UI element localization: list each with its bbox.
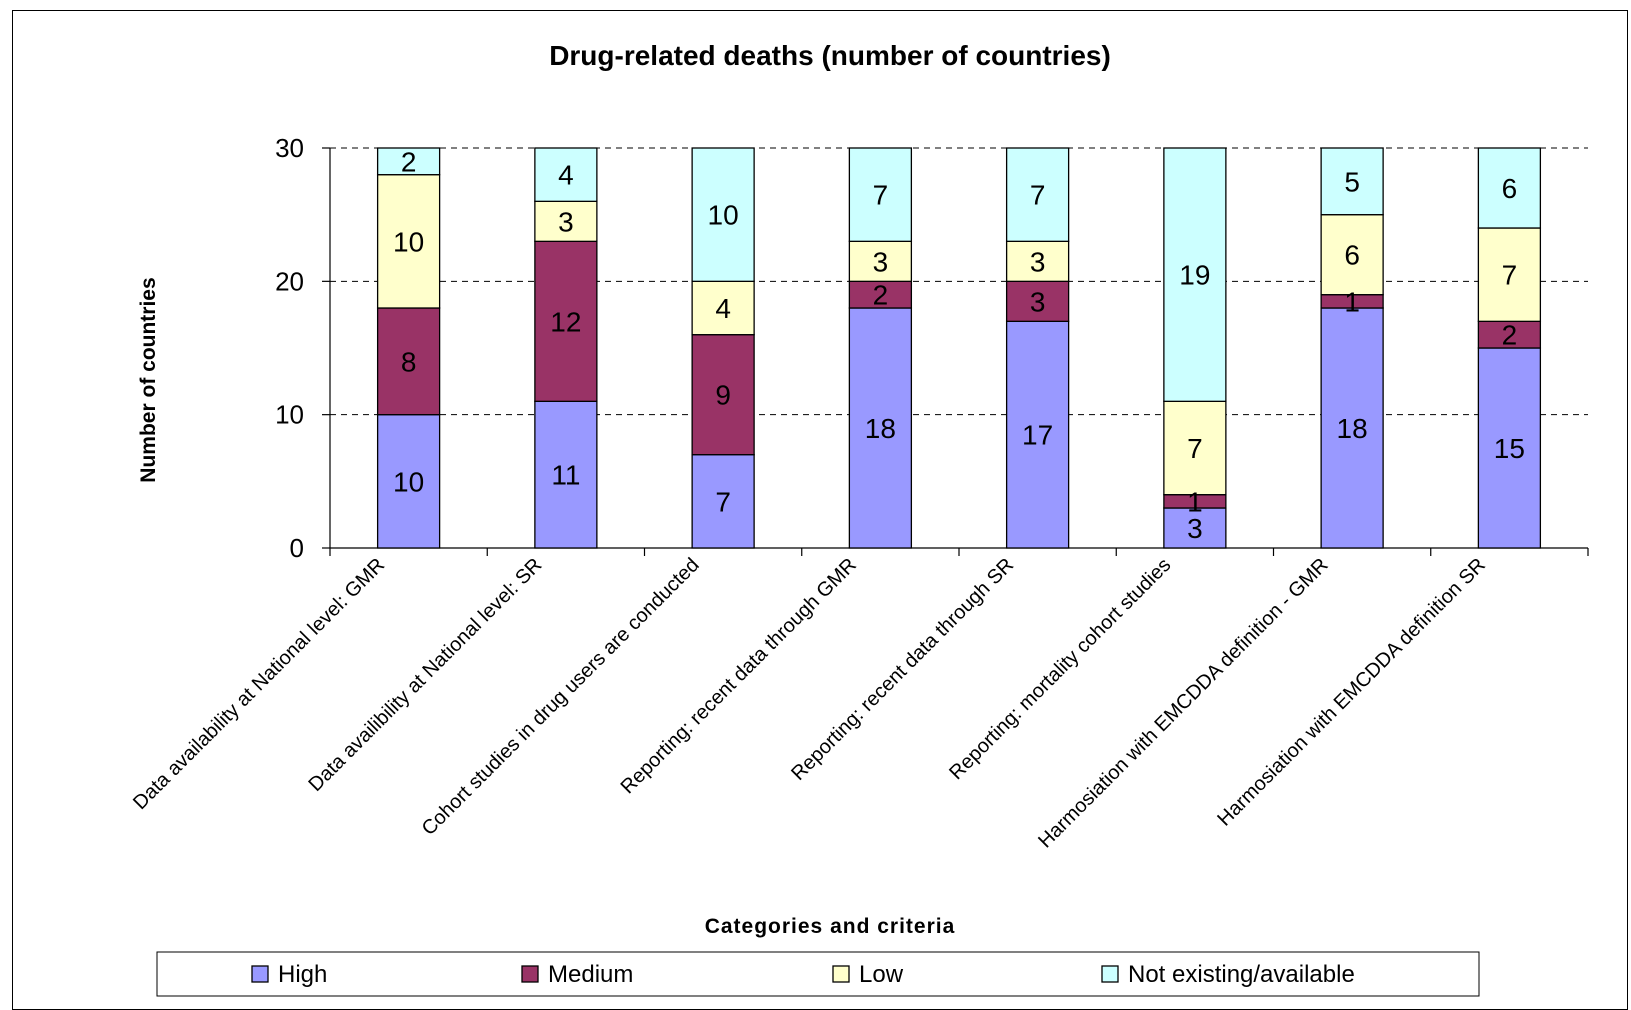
legend-swatch bbox=[251, 965, 269, 983]
legend-label: Medium bbox=[548, 961, 633, 988]
data-label: 10 bbox=[393, 226, 424, 257]
bar-segment-high bbox=[534, 400, 598, 549]
legend: High Medium Low Not existing/available bbox=[156, 951, 1480, 997]
bar-segment-low bbox=[1005, 240, 1070, 282]
bar-segment-medium bbox=[1005, 280, 1070, 322]
bar-segment-medium bbox=[376, 307, 441, 416]
bar-segment-not-existing-available bbox=[1320, 147, 1384, 216]
bar-segment-high bbox=[691, 454, 755, 549]
bar-segment-high bbox=[376, 414, 441, 549]
data-label: 19 bbox=[1179, 260, 1210, 291]
data-label: 1 bbox=[1187, 486, 1203, 517]
x-tick-label: Data availability at National level: GMR bbox=[129, 554, 389, 814]
bar-segment-low bbox=[1163, 400, 1227, 496]
y-axis-label: Number of countries bbox=[137, 277, 160, 482]
legend-swatch bbox=[1101, 965, 1119, 983]
data-label: 18 bbox=[865, 413, 896, 444]
data-label: 2 bbox=[873, 280, 889, 311]
y-tick-label: 10 bbox=[275, 400, 304, 430]
chart-title: Drug-related deaths (number of countries… bbox=[549, 40, 1111, 71]
data-label: 4 bbox=[558, 160, 574, 191]
gridlines bbox=[330, 147, 1588, 416]
y-tick-labels: 0 10 20 30 bbox=[275, 133, 304, 563]
bar-segment-not-existing-available bbox=[1163, 147, 1227, 402]
legend-label: Low bbox=[859, 961, 904, 988]
x-axis-label: Categories and criteria bbox=[705, 915, 956, 938]
data-label: 8 bbox=[401, 346, 417, 377]
bar-segment-not-existing-available bbox=[848, 147, 913, 242]
bar-segment-high bbox=[1320, 307, 1384, 549]
legend-swatch bbox=[521, 965, 539, 983]
bar-segment-medium bbox=[691, 334, 755, 456]
data-label: 10 bbox=[393, 466, 424, 497]
bar-segment-medium bbox=[848, 280, 913, 309]
bar-segment-high bbox=[1005, 320, 1070, 549]
axes bbox=[322, 147, 1589, 556]
bar-segment-not-existing-available bbox=[1477, 147, 1542, 229]
bar-segment-not-existing-available bbox=[376, 147, 441, 176]
y-tick-label: 0 bbox=[290, 533, 304, 563]
data-labels: 1081021112347941018237173373171918165152… bbox=[393, 146, 1525, 544]
x-tick-labels: Data availability at National level: GMR… bbox=[129, 554, 1490, 852]
data-label: 3 bbox=[1030, 286, 1046, 317]
data-label: 18 bbox=[1337, 413, 1368, 444]
data-label: 17 bbox=[1022, 420, 1053, 451]
data-label: 3 bbox=[1187, 513, 1203, 544]
bar-segment-low bbox=[534, 200, 598, 242]
data-label: 3 bbox=[1030, 246, 1046, 277]
data-label: 3 bbox=[558, 206, 574, 237]
data-label: 9 bbox=[715, 380, 731, 411]
bar-segment-low bbox=[376, 174, 441, 309]
data-label: 7 bbox=[1030, 180, 1046, 211]
legend-label: High bbox=[278, 961, 327, 988]
data-label: 4 bbox=[715, 293, 731, 324]
bar-segment-low bbox=[691, 280, 755, 336]
x-tick-label: Cohort studies in drug users are conduct… bbox=[418, 554, 704, 840]
data-label: 10 bbox=[708, 200, 739, 231]
data-label: 15 bbox=[1494, 433, 1525, 464]
data-label: 11 bbox=[551, 460, 580, 491]
data-label: 3 bbox=[873, 246, 889, 277]
data-label: 5 bbox=[1344, 166, 1360, 197]
bar-segment-high bbox=[1477, 347, 1542, 549]
y-tick-label: 20 bbox=[275, 266, 304, 296]
data-label: 6 bbox=[1502, 173, 1518, 204]
data-label: 2 bbox=[1502, 320, 1518, 351]
bars bbox=[376, 147, 1542, 549]
data-label: 7 bbox=[1502, 260, 1518, 291]
bar-segment-high bbox=[1163, 507, 1227, 549]
bar-segment-not-existing-available bbox=[534, 147, 598, 202]
bar-segment-not-existing-available bbox=[1005, 147, 1070, 242]
legend-label: Not existing/available bbox=[1128, 961, 1355, 988]
data-label: 12 bbox=[550, 306, 581, 337]
data-label: 7 bbox=[1187, 433, 1203, 464]
legend-box bbox=[156, 951, 1480, 997]
data-label: 2 bbox=[401, 146, 417, 177]
data-label: 1 bbox=[1344, 286, 1360, 317]
bar-segment-low bbox=[1320, 214, 1384, 296]
data-label: 7 bbox=[873, 180, 889, 211]
bar-segment-low bbox=[1477, 227, 1542, 322]
legend-swatch bbox=[832, 965, 850, 983]
x-tick-label: Harmosiation with EMCDDA definition SR bbox=[1213, 554, 1490, 831]
bar-segment-low bbox=[848, 240, 913, 282]
y-tick-label: 30 bbox=[275, 133, 304, 163]
bar-segment-high bbox=[848, 307, 913, 549]
x-tick-label: Harmosiation with EMCDDA definition - GM… bbox=[1034, 554, 1332, 852]
data-label: 6 bbox=[1344, 240, 1360, 271]
bar-segment-not-existing-available bbox=[691, 147, 755, 282]
data-label: 7 bbox=[715, 486, 731, 517]
